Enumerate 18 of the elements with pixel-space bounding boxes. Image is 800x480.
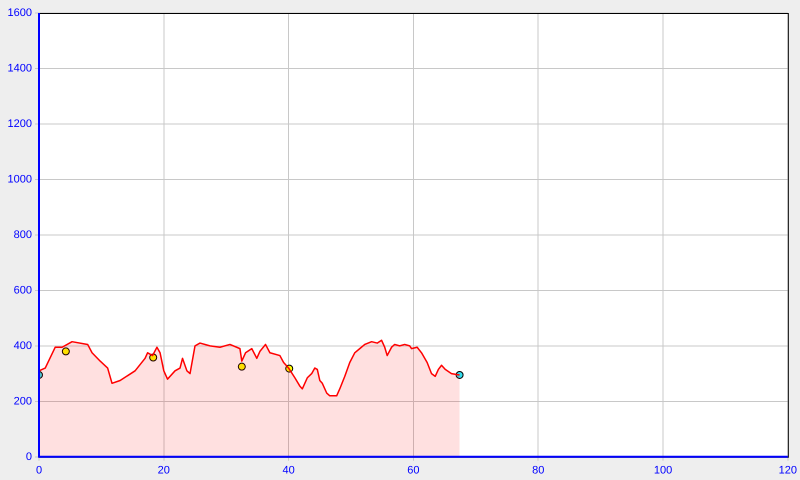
y-tick-label: 1600	[8, 7, 32, 20]
point	[238, 362, 246, 371]
x-tick-label: 120	[778, 464, 798, 476]
x-tick-label: 0	[36, 464, 42, 476]
x-tick-label: 20	[158, 464, 170, 476]
y-tick-label: 800	[14, 228, 32, 241]
point	[62, 347, 70, 356]
x-tick-label: 80	[532, 464, 544, 476]
y-tick-label: 0	[26, 450, 32, 463]
x-tick-label: 40	[282, 464, 295, 476]
y-tick-label: 200	[14, 395, 32, 408]
y-tick-label: 1400	[8, 62, 32, 75]
x-tick-label: 60	[407, 464, 420, 476]
y-tick-label: 1000	[8, 173, 32, 186]
y-tick-label: 600	[14, 284, 32, 296]
y-tick-label: 400	[14, 340, 32, 352]
x-tick-label: 100	[654, 464, 672, 476]
y-tick-label: 1200	[8, 118, 32, 130]
